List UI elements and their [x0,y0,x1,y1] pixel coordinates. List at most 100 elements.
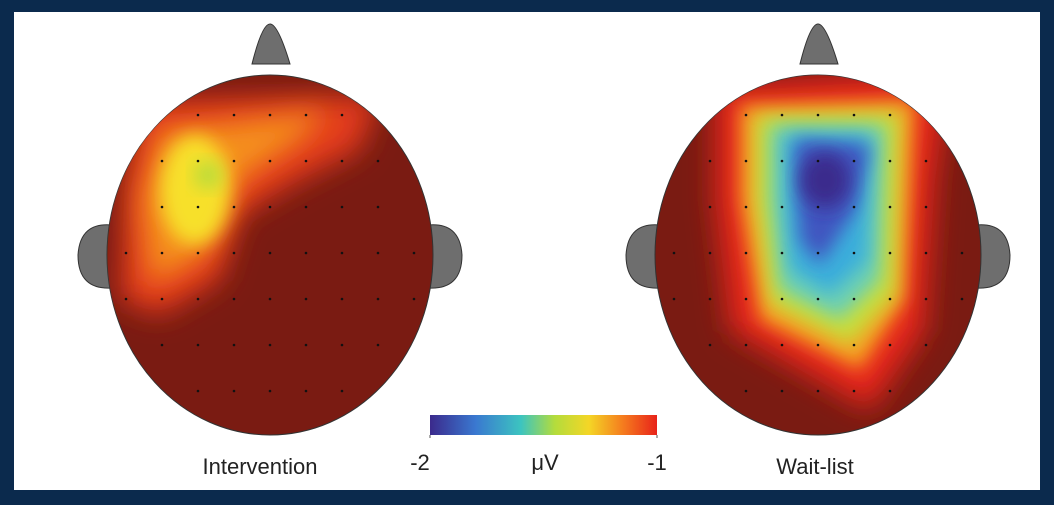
electrode [197,344,200,347]
electrode [269,160,272,163]
electrode [853,298,856,301]
electrode [781,390,784,393]
panel-label: Wait-list [776,454,853,479]
electrode [961,298,964,301]
electrode [341,390,344,393]
electrode [817,206,820,209]
electrode [341,160,344,163]
colorbar-tick-label: -1 [647,450,667,475]
electrode [781,298,784,301]
electrode [305,252,308,255]
page: -2-1 μV Intervention Wait-list (() => { … [0,0,1054,505]
electrode [197,298,200,301]
electrode [161,298,164,301]
electrode [269,298,272,301]
electrode [889,252,892,255]
electrode [197,160,200,163]
electrode [413,298,416,301]
electrode [745,206,748,209]
electrode [305,390,308,393]
electrode [889,114,892,117]
electrode [745,344,748,347]
electrode [341,206,344,209]
electrode [233,344,236,347]
electrode [377,252,380,255]
electrode [817,252,820,255]
electrode [817,390,820,393]
electrode [673,252,676,255]
electrode [853,252,856,255]
electrode [889,160,892,163]
electrode [377,160,380,163]
electrode [161,206,164,209]
electrode [781,206,784,209]
electrode [781,344,784,347]
electrode [853,344,856,347]
electrode [817,344,820,347]
electrode [889,298,892,301]
electrode [853,114,856,117]
electrode [125,252,128,255]
electrode [709,160,712,163]
electrode [889,390,892,393]
electrode [889,344,892,347]
electrode [305,160,308,163]
electrode [673,298,676,301]
electrode [709,206,712,209]
electrode [161,252,164,255]
electrode [341,252,344,255]
electrode [125,298,128,301]
electrode [817,114,820,117]
electrode [161,160,164,163]
electrode [197,390,200,393]
electrode [413,252,416,255]
electrode [233,114,236,117]
electrode [817,160,820,163]
electrode [853,390,856,393]
electrode [305,298,308,301]
electrode [305,344,308,347]
electrode [377,298,380,301]
electrode [305,206,308,209]
electrode [781,160,784,163]
electrode [853,160,856,163]
electrode [269,390,272,393]
electrode [233,160,236,163]
electrode [269,114,272,117]
electrode [233,390,236,393]
electrode [925,160,928,163]
electrode [341,344,344,347]
electrode [961,252,964,255]
electrode [709,298,712,301]
electrode [745,160,748,163]
electrode [269,206,272,209]
electrode [925,206,928,209]
electrode [853,206,856,209]
colorbar-unit: μV [531,450,559,475]
electrode [197,252,200,255]
electrode [745,298,748,301]
electrode [197,206,200,209]
panel-label: Intervention [203,454,318,479]
electrode [781,114,784,117]
electrode [745,390,748,393]
electrode [233,206,236,209]
electrode [377,344,380,347]
figure: -2-1 μV Intervention Wait-list [0,0,1054,505]
electrode [889,206,892,209]
electrode [269,252,272,255]
electrode [925,298,928,301]
electrode [341,114,344,117]
electrode [817,298,820,301]
colorbar [430,415,657,435]
electrode [709,344,712,347]
electrode [781,252,784,255]
electrode [197,114,200,117]
electrode [925,344,928,347]
electrode [233,252,236,255]
electrode [745,114,748,117]
electrode [709,252,712,255]
electrode [305,114,308,117]
electrode [161,344,164,347]
electrode [341,298,344,301]
